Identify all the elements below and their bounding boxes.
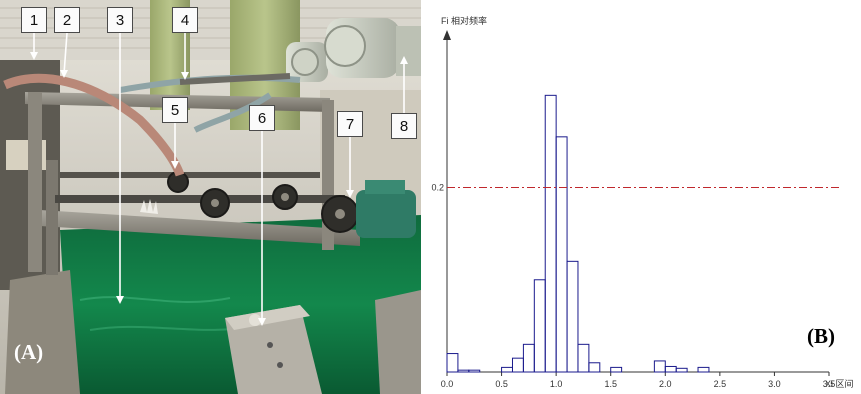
x-axis-label: Xi 区间: [825, 378, 854, 389]
y-axis-arrow: [443, 30, 451, 40]
panel-b-label: (B): [807, 324, 835, 348]
x-tick-label: 1.5: [604, 379, 617, 389]
x-tick-label: 2.5: [714, 379, 727, 389]
histogram-bar: [664, 365, 677, 373]
histogram-bar: [653, 360, 666, 373]
callout-5: 5: [162, 97, 188, 123]
histogram-panel: 0.0 0.5 1.0 1.5 2.0 2.5 3.0 3.5 0.2 Fi 相对频率 Xi …: [421, 0, 861, 394]
histogram-bar: [446, 353, 459, 373]
histogram-bar: [555, 136, 568, 373]
callout-7: 7: [337, 111, 363, 137]
callout-1: 1: [21, 7, 47, 33]
y-tick-label-0-2: 0.2: [431, 183, 444, 193]
histogram-bars: [446, 94, 710, 373]
y-axis-label: Fi 相对频率: [441, 15, 487, 26]
histogram-bar: [697, 366, 710, 373]
callout-8: 8: [391, 113, 417, 139]
histogram-chart: 0.0 0.5 1.0 1.5 2.0 2.5 3.0 3.5 0.2 Fi 相对频率 Xi …: [431, 15, 854, 389]
callout-4: 4: [172, 7, 198, 33]
x-tick-label: 3.5: [823, 379, 836, 389]
x-ticks: 0.0 0.5 1.0 1.5 2.0 2.5 3.0 3.5: [441, 372, 836, 389]
equipment-photo: [0, 0, 421, 394]
histogram-bar: [522, 343, 535, 373]
histogram-bar: [588, 362, 601, 373]
x-tick-label: 1.0: [550, 379, 563, 389]
callout-3: 3: [107, 7, 133, 33]
histogram-bar: [457, 369, 470, 373]
x-tick-label: 0.5: [495, 379, 508, 389]
callout-6: 6: [249, 105, 275, 131]
histogram-bar: [566, 260, 579, 373]
x-tick-label: 2.0: [659, 379, 672, 389]
histogram-bar: [675, 367, 688, 373]
x-tick-label: 3.0: [768, 379, 781, 389]
histogram-bar: [610, 366, 623, 373]
x-tick-label: 0.0: [441, 379, 454, 389]
equipment-photo-panel: 1 2 3 4 5 6 7 8 (A): [0, 0, 421, 394]
histogram-bar: [511, 357, 524, 373]
callout-2: 2: [54, 7, 80, 33]
panel-a-label: (A): [14, 340, 44, 364]
histogram-bar: [544, 94, 557, 373]
histogram-bar: [577, 343, 590, 373]
histogram-bar: [468, 369, 481, 373]
histogram-bar: [533, 279, 546, 373]
histogram-bar: [501, 366, 513, 373]
